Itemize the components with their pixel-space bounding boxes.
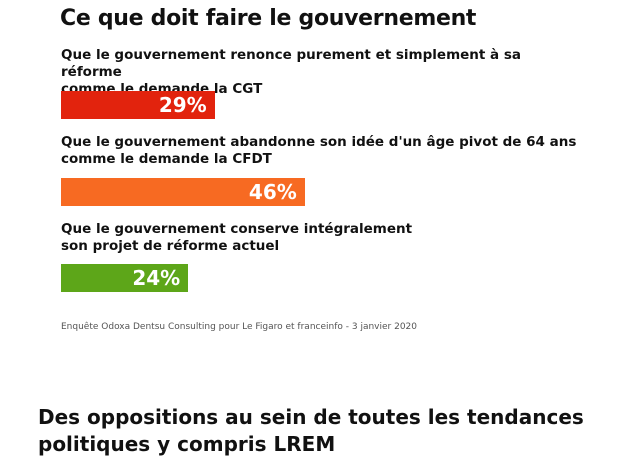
category-label-conserve-line-2: son projet de réforme actuel xyxy=(61,238,280,254)
bar-value-conserve: 24% xyxy=(132,266,181,290)
category-label-cgt-line-1: Que le gouvernement renonce purement et … xyxy=(61,47,522,80)
article-caption: Des oppositions au sein de toutes les te… xyxy=(38,405,584,456)
category-label-cfdt-line-2: comme le demande la CFDT xyxy=(61,151,272,167)
category-label-conserve: Que le gouvernement conserve intégraleme… xyxy=(61,221,581,255)
category-label-conserve-line-1: Que le gouvernement conserve intégraleme… xyxy=(61,221,413,237)
bar-cgt: 29% xyxy=(61,91,215,119)
chart-source: Enquête Odoxa Dentsu Consulting pour Le … xyxy=(61,322,417,332)
bar-value-cgt: 29% xyxy=(158,93,207,117)
category-label-cfdt: Que le gouvernement abandonne son idée d… xyxy=(61,134,581,168)
bar-value-cfdt: 46% xyxy=(248,180,297,204)
bar-conserve: 24% xyxy=(61,264,189,292)
category-label-cfdt-line-1: Que le gouvernement abandonne son idée d… xyxy=(61,134,577,150)
chart-title: Ce que doit faire le gouvernement xyxy=(60,6,477,31)
bar-cfdt: 46% xyxy=(61,178,305,206)
